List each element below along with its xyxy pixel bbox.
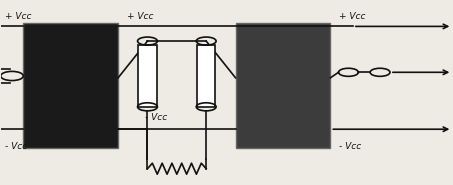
Bar (197, 45, 215, 107)
Bar (23, 23, 118, 148)
Text: + Vcc: + Vcc (127, 12, 154, 21)
Text: + Vcc: + Vcc (339, 12, 366, 21)
Bar (139, 45, 156, 107)
Text: - Vcc: - Vcc (145, 113, 168, 122)
Bar (236, 23, 330, 148)
Text: - Vcc: - Vcc (5, 142, 28, 151)
Text: - Vcc: - Vcc (339, 142, 361, 151)
Text: + Vcc: + Vcc (5, 12, 32, 21)
